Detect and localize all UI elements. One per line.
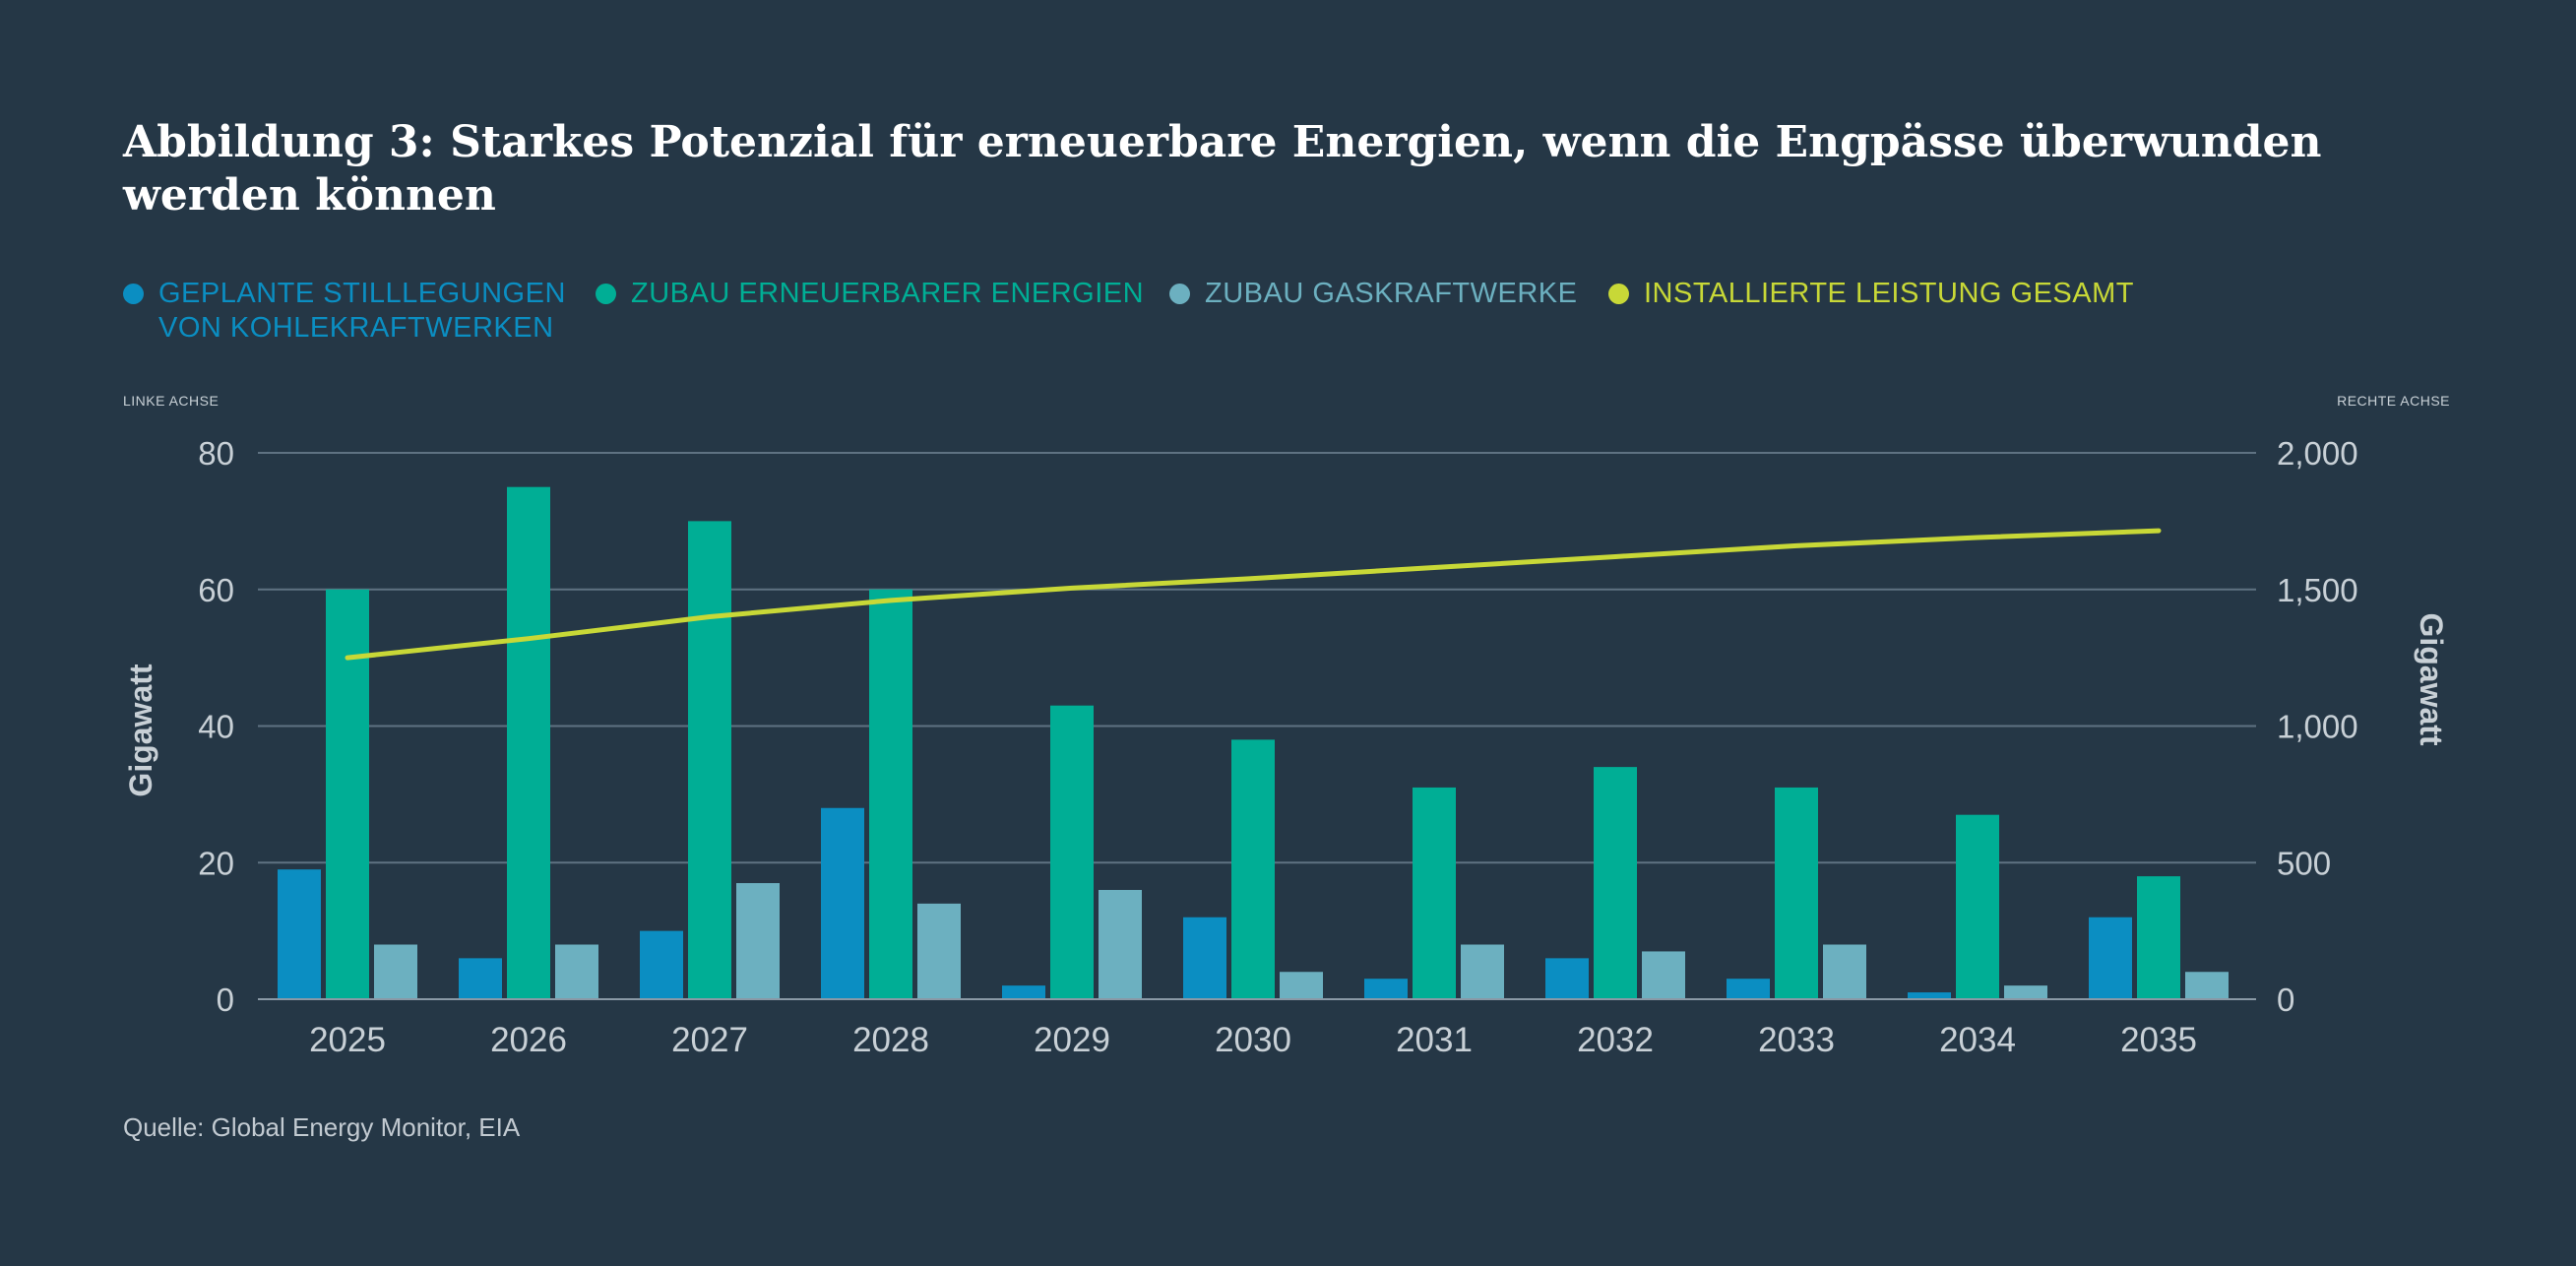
y-tick-label-left: 20 [198,845,234,881]
x-tick-label: 2030 [1215,1021,1291,1059]
bar [869,589,912,999]
bar [1364,979,1408,999]
bar [2089,917,2132,999]
legend-swatch [1608,284,1629,304]
legend-swatch [596,284,616,304]
x-tick-label: 2029 [1034,1021,1110,1059]
source-note: Quelle: Global Energy Monitor, EIA [123,1112,521,1142]
bar [1002,985,1045,999]
bar [374,944,417,999]
y-tick-label-right: 1,500 [2277,572,2358,608]
legend-swatch [123,284,144,304]
chart-title: Abbildung 3: Starkes Potenzial für erneu… [123,117,2322,221]
x-tick-label: 2033 [1758,1021,1835,1059]
y-tick-label-right: 1,000 [2277,709,2358,745]
bar [1280,972,1323,999]
legend-item: GEPLANTE STILLLEGUNGEN VON KOHLEKRAFTWER… [123,277,566,346]
bar [1183,917,1226,999]
bar [821,807,864,999]
y-tick-label-left: 0 [217,981,234,1018]
y-tick-label-right: 500 [2277,845,2331,881]
legend-item: ZUBAU ERNEUERBARER ENERGIEN [596,277,1144,311]
legend-label: ZUBAU GASKRAFTWERKE [1205,278,1578,309]
x-tick-label: 2031 [1396,1021,1473,1059]
bar [1050,705,1094,999]
bar [1545,958,1589,999]
legend-swatch [1169,284,1190,304]
legend-item: INSTALLIERTE LEISTUNG GESAMT [1608,277,2134,311]
bar [1823,944,1866,999]
bar [507,486,550,999]
bar [1413,787,1456,999]
bar [1727,979,1770,999]
y-tick-label-right: 2,000 [2277,435,2358,472]
y-axis-title-right: Gigawatt [2414,612,2449,745]
bar [459,958,502,999]
legend-label: GEPLANTE STILLLEGUNGEN VON KOHLEKRAFTWER… [158,278,566,344]
x-tick-label: 2028 [852,1021,929,1059]
y-tick-label-left: 60 [198,572,234,608]
bar [2004,985,2047,999]
bar [2185,972,2229,999]
bar [1099,890,1142,999]
right-axis-note: RECHTE ACHSE [2337,393,2450,409]
bar [640,930,683,999]
bar [917,903,961,999]
legend-label: INSTALLIERTE LEISTUNG GESAMT [1644,278,2134,309]
bar [736,883,780,999]
x-tick-label: 2027 [671,1021,748,1059]
y-tick-label-right: 0 [2277,981,2294,1018]
y-axis-title-left: Gigawatt [123,664,158,796]
x-tick-label: 2026 [490,1021,567,1059]
legend-item: ZUBAU GASKRAFTWERKE [1169,277,1578,311]
bar [1642,951,1685,999]
total-capacity-line [345,528,2162,661]
bar [1956,814,1999,999]
bar [688,521,731,999]
bar [1594,767,1637,999]
left-axis-note: LINKE ACHSE [123,393,220,409]
y-tick-label-left: 40 [198,709,234,745]
x-tick-label: 2025 [309,1021,386,1059]
bar [555,944,598,999]
bar [1461,944,1504,999]
bar [1775,787,1818,999]
x-tick-label: 2032 [1577,1021,1654,1059]
legend-label: ZUBAU ERNEUERBARER ENERGIEN [631,278,1145,309]
bar [1908,992,1951,999]
x-tick-label: 2035 [2120,1021,2197,1059]
x-tick-label: 2034 [1939,1021,2016,1059]
bar [1231,739,1275,999]
y-tick-label-left: 80 [198,435,234,472]
bar [2137,876,2180,999]
bar [326,589,369,999]
bar [278,869,321,999]
